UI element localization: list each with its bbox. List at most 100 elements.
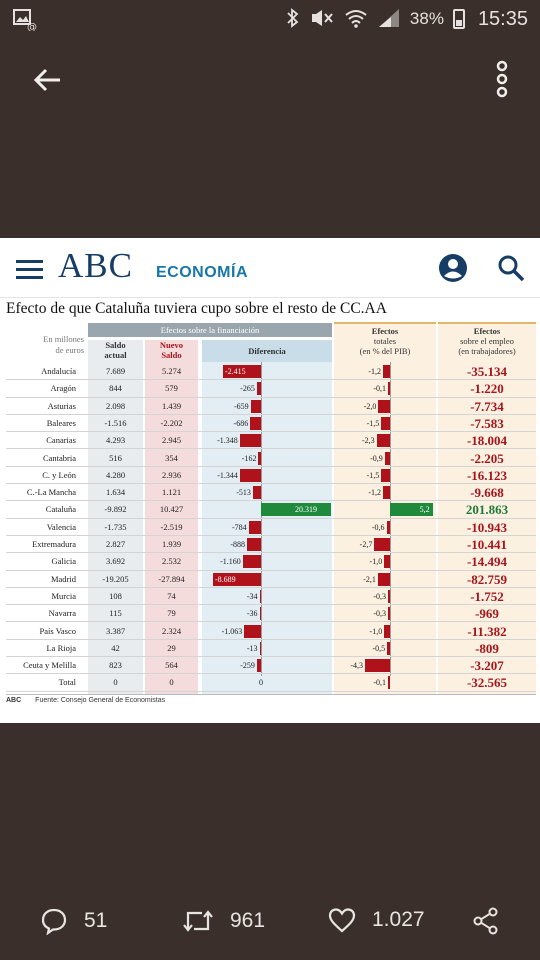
saldo-actual-value: 3.387 xyxy=(105,625,126,636)
table-row: C. y León 4.280 2.936 -1.344 -1,5 -16.123 xyxy=(6,467,536,485)
region-label: Baleares xyxy=(46,417,76,428)
table-row: Extremadura 2.827 1.939 -888 -2,7 -10.441 xyxy=(6,536,536,554)
diferencia-value: -36 xyxy=(246,609,258,619)
units-label: En millones de euros xyxy=(43,334,84,355)
totales-value: -0,3 xyxy=(373,609,386,619)
infographic-title: Efecto de que Cataluña tuviera cupo sobr… xyxy=(6,300,387,317)
totales-bar xyxy=(365,659,390,673)
diferencia-bar xyxy=(247,538,261,551)
diferencia-value: -513 xyxy=(236,488,251,498)
financiacion-group-header: Efectos sobre la financiación xyxy=(88,323,332,337)
totales-bar xyxy=(383,486,390,500)
notification-image-icon: @ xyxy=(13,9,37,31)
totales-bar xyxy=(377,572,390,586)
svg-text:@: @ xyxy=(27,22,37,31)
reply-icon xyxy=(41,908,67,935)
diferencia-bar xyxy=(256,659,261,673)
totales-bar xyxy=(387,641,390,655)
wifi-icon xyxy=(344,8,368,31)
reply-count: 51 xyxy=(84,909,108,932)
region-label: Galicia xyxy=(51,556,76,567)
region-label: Cataluña xyxy=(45,504,76,515)
nuevo-saldo-value: 10.427 xyxy=(159,504,184,515)
hamburger-icon xyxy=(16,260,43,279)
like-count: 1.027 xyxy=(372,908,425,931)
like-button[interactable]: 1.027 xyxy=(328,907,425,933)
totales-bar xyxy=(381,468,390,482)
nuevo-saldo-value: 1.939 xyxy=(161,539,182,549)
table-row: Murcia 108 74 -34 -0,3 -1.752 xyxy=(6,588,536,606)
saldo-actual-value: 115 xyxy=(109,608,122,619)
region-label: Ceuta y Melilla xyxy=(23,660,76,671)
totales-bar xyxy=(383,365,390,378)
diferencia-value: -265 xyxy=(240,384,255,394)
region-label: Total xyxy=(58,677,76,688)
heart-icon xyxy=(328,908,356,933)
diferencia-value: -162 xyxy=(241,453,257,463)
totales-axis xyxy=(390,362,391,676)
back-button[interactable] xyxy=(30,62,66,98)
share-button[interactable] xyxy=(472,907,500,935)
empleo-value: -35.134 xyxy=(466,364,508,379)
diferencia-value: -1.160 xyxy=(220,557,241,567)
totales-value: -1,0 xyxy=(369,626,383,636)
diferencia-value: -8.689 xyxy=(215,574,236,584)
retweet-button[interactable]: 961 xyxy=(182,907,265,935)
diferencia-bar xyxy=(261,503,331,517)
diferencia-value: -1.348 xyxy=(217,436,238,446)
retweet-count: 961 xyxy=(230,909,266,932)
empleo-value: -10.441 xyxy=(466,537,508,552)
more-options-button[interactable] xyxy=(494,60,510,98)
diferencia-bar xyxy=(239,468,261,482)
signal-icon xyxy=(377,8,401,31)
empleo-value: -1.752 xyxy=(470,588,504,604)
diferencia-column-bg xyxy=(202,340,332,694)
totales-bar xyxy=(388,607,390,621)
empleo-value: 201.863 xyxy=(465,502,509,518)
region-label: Madrid xyxy=(50,573,76,584)
reply-button[interactable]: 51 xyxy=(40,907,107,935)
diferencia-bar xyxy=(244,624,261,638)
nuevo-saldo-value: 2.945 xyxy=(161,435,182,446)
region-label: Andalucía xyxy=(41,366,76,376)
nuevo-saldo-value: 1.121 xyxy=(161,487,182,498)
region-label: La Rioja xyxy=(46,642,76,653)
empleo-value: -82.759 xyxy=(466,571,508,587)
diferencia-value: -784 xyxy=(232,522,247,532)
table-row: Navarra 115 79 -36 -0,3 -969 xyxy=(6,605,536,623)
diferencia-value: 0 xyxy=(259,678,263,688)
empleo-value: -3.207 xyxy=(470,658,504,674)
source-credit: ABC Fuente: Consejo General de Economista… xyxy=(6,697,166,704)
nuevo-saldo-value: -2.202 xyxy=(160,417,183,428)
totales-header-rule xyxy=(334,322,436,324)
status-bar: @ 38% 15:35 xyxy=(0,0,540,38)
totales-bar xyxy=(384,624,390,638)
totales-value: -1,2 xyxy=(368,488,382,498)
saldo-actual-value: -19.205 xyxy=(102,573,129,584)
totales-bar xyxy=(384,555,390,569)
nuevo-saldo-value: 74 xyxy=(167,590,176,601)
more-vertical-icon xyxy=(496,60,508,98)
nuevo-saldo-value: 564 xyxy=(165,660,178,671)
empleo-value: -1.220 xyxy=(470,381,504,397)
diferencia-value: -2.415 xyxy=(225,367,246,376)
totales-value: -0,6 xyxy=(371,522,385,532)
empleo-value: -18.004 xyxy=(466,433,508,449)
battery-percent: 38% xyxy=(409,9,444,28)
nuevo-saldo-value: 579 xyxy=(165,383,178,394)
nuevo-saldo-value: 2.324 xyxy=(161,625,182,636)
totales-bar xyxy=(390,503,433,517)
totales-value: -2,0 xyxy=(363,401,377,411)
totales-value: -0,5 xyxy=(372,643,386,653)
saldo-actual-value: 2.098 xyxy=(105,400,126,411)
tweet-image[interactable]: ABC ECONOMÍA Efecto de que Cataluña tuvi… xyxy=(0,238,540,723)
region-label: C.-La Mancha xyxy=(26,487,76,498)
abc-header: ABC ECONOMÍA xyxy=(0,238,540,298)
saldo-actual-value: 42 xyxy=(111,642,120,653)
saldo-actual-value: 823 xyxy=(109,660,122,671)
footer-divider xyxy=(6,694,536,695)
table-row: País Vasco 3.387 2.324 -1.063 -1,0 -11.382 xyxy=(6,623,536,640)
nuevo-saldo-value: 2.532 xyxy=(161,556,182,567)
nuevo-saldo-value: -2.519 xyxy=(160,521,183,532)
empleo-value: -10.943 xyxy=(466,519,508,535)
